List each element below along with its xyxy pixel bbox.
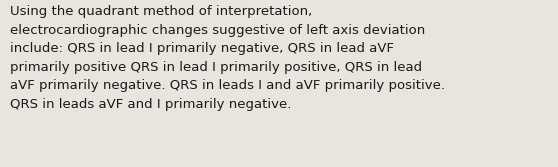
Text: Using the quadrant method of interpretation,
electrocardiographic changes sugges: Using the quadrant method of interpretat… [10,5,445,111]
